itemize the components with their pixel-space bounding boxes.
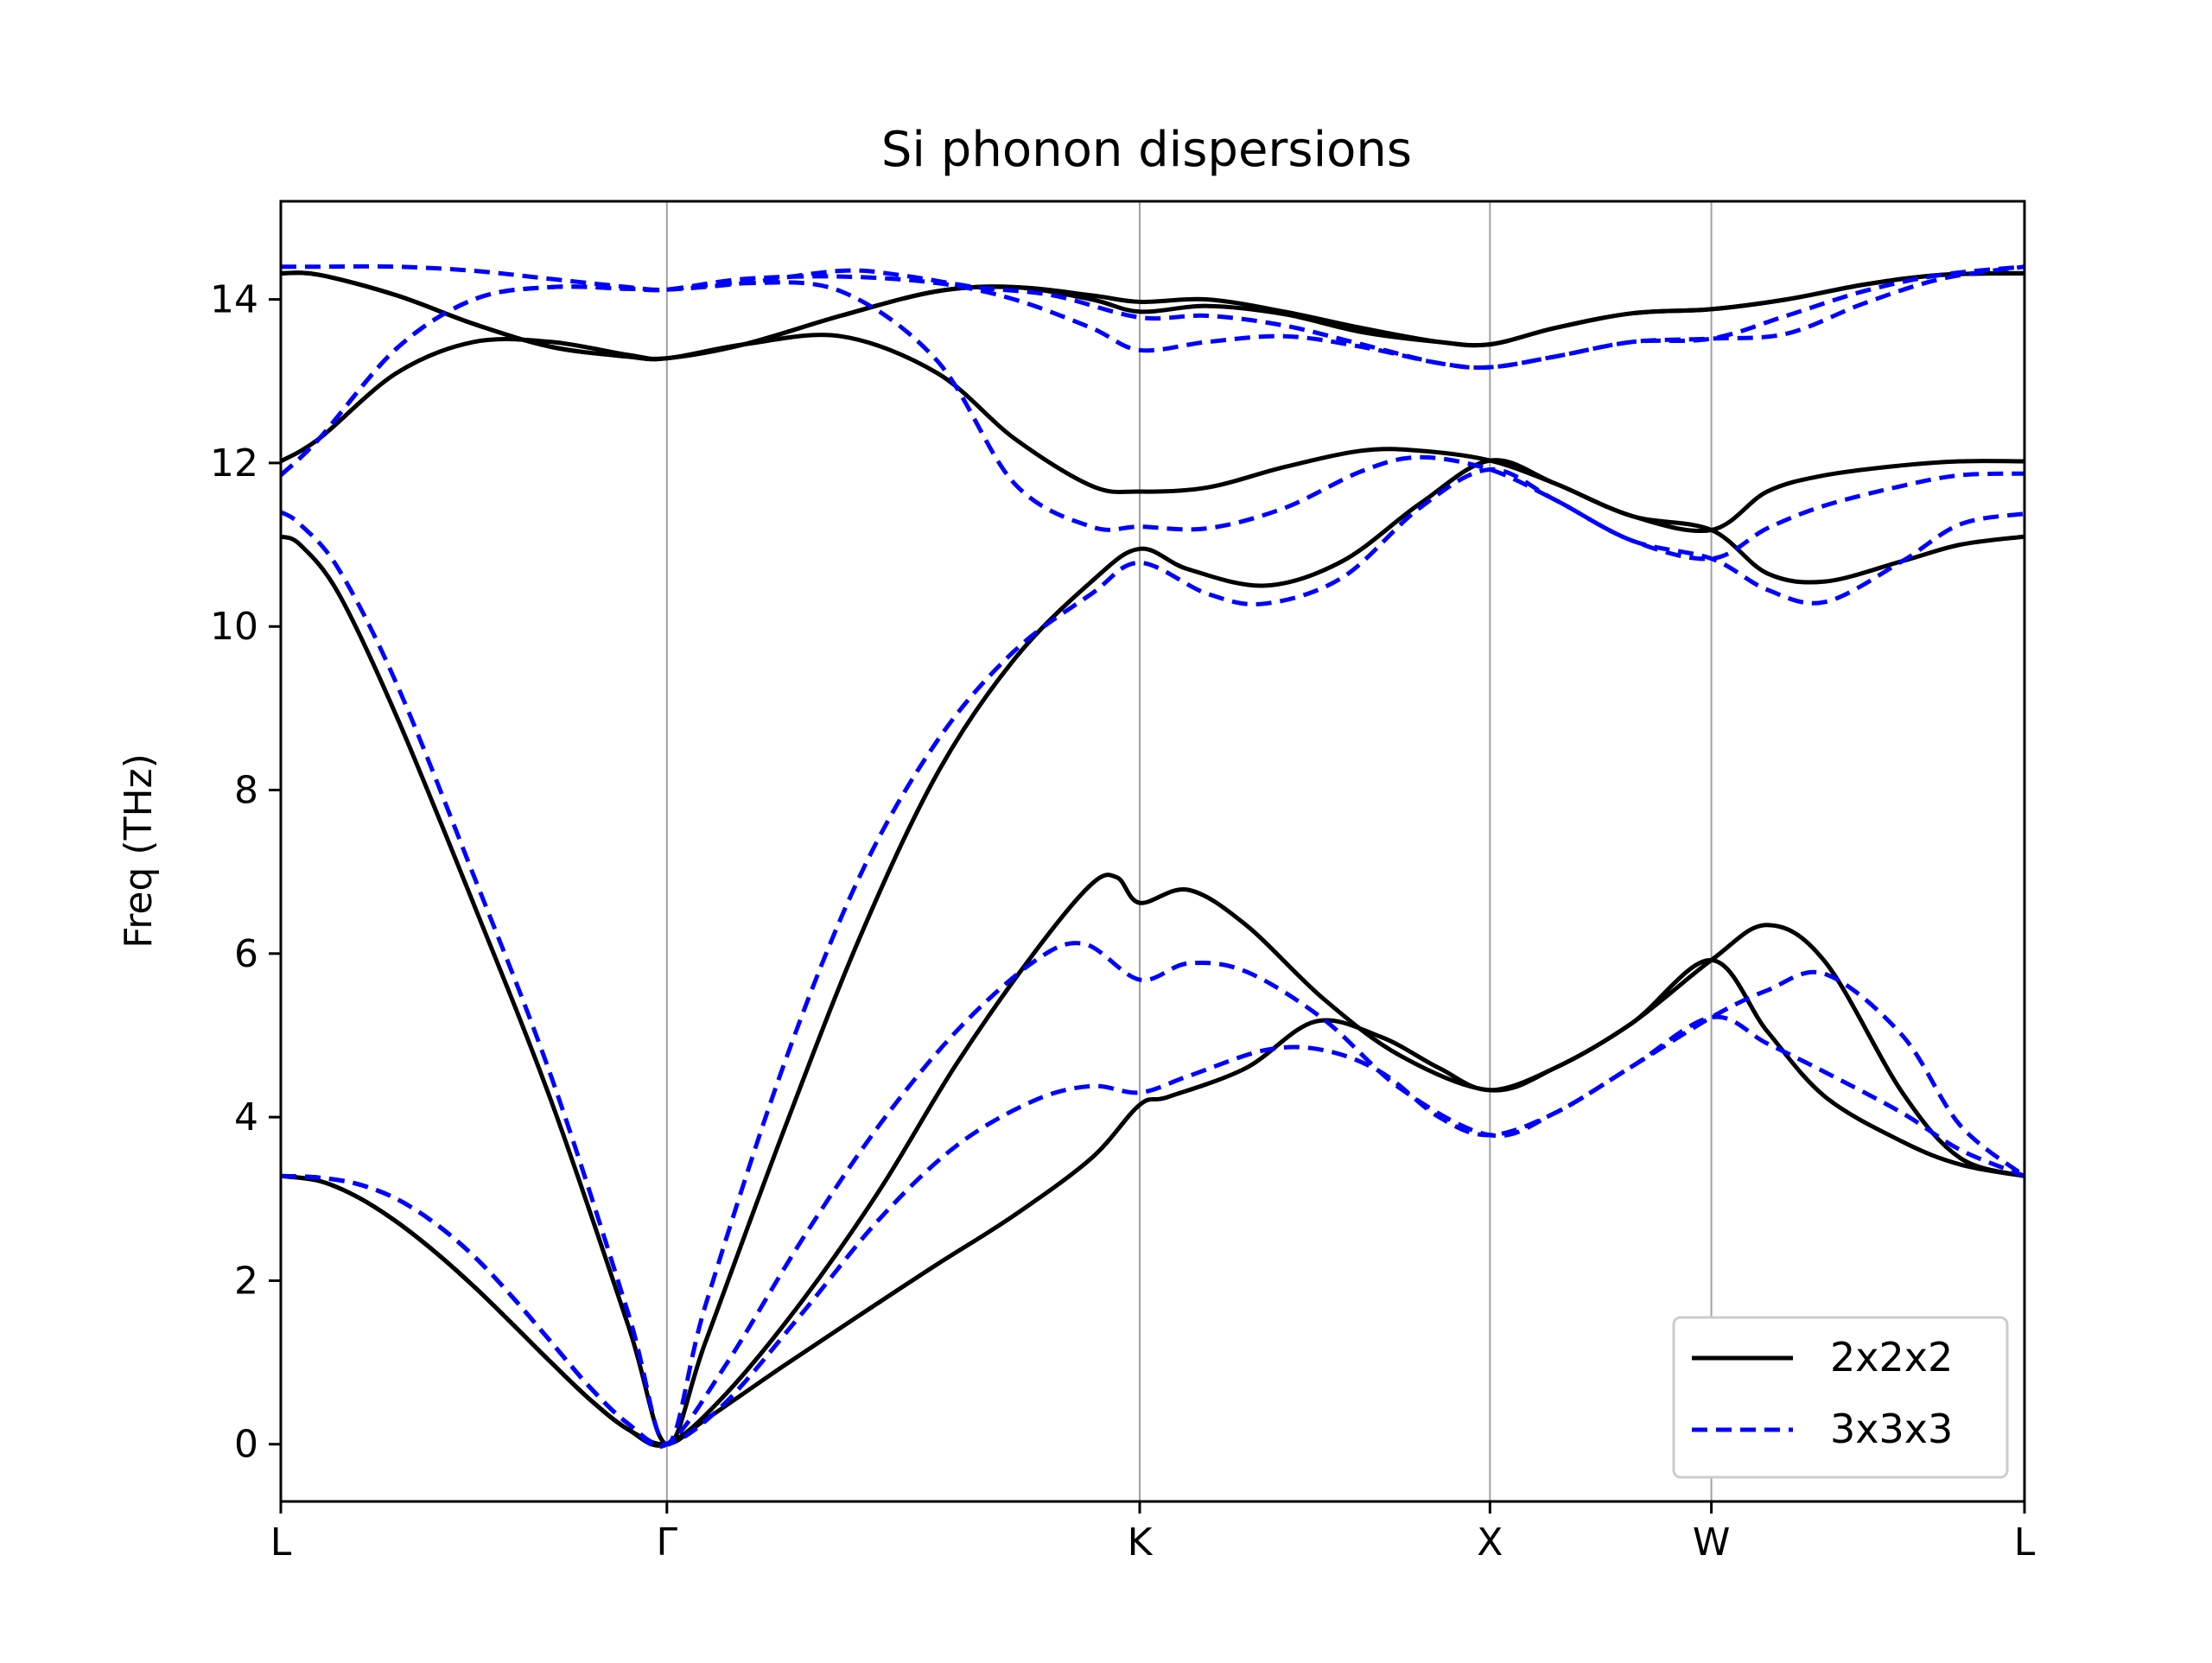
legend-label-2x2x2: 2x2x2 — [1830, 1334, 1953, 1381]
series-2x2x2-band-6 — [280, 270, 2025, 362]
series-3x3x3 — [279, 263, 2026, 1449]
x-tick-label-5: L — [2014, 1520, 2036, 1565]
series-2x2x2-band-3 — [280, 458, 2025, 1447]
series-2x2x2 — [279, 270, 2025, 1448]
y-axis-label: Freq (THz) — [117, 753, 161, 949]
grid-lines — [665, 201, 1713, 1501]
chart-title: Si phonon dispersions — [881, 122, 1412, 178]
y-tick-label-6: 12 — [210, 441, 258, 486]
x-tick-label-2: K — [1128, 1520, 1154, 1565]
series-2x2x2-band-4 — [279, 333, 2025, 533]
series-3x3x3-band-2 — [280, 941, 2026, 1449]
y-axis: 0 2 4 6 8 10 12 14 — [210, 278, 281, 1467]
series-3x3x3-band-3 — [279, 467, 2025, 1447]
legend: 2x2x2 3x3x3 — [1672, 1316, 2009, 1479]
x-tick-label-3: X — [1477, 1520, 1503, 1565]
y-tick-label-7: 14 — [210, 278, 258, 322]
y-tick-label-4: 8 — [234, 769, 258, 813]
series-layer — [279, 263, 2026, 1449]
series-2x2x2-band-2 — [280, 873, 2025, 1448]
y-tick-label-2: 4 — [234, 1095, 258, 1139]
y-tick-label-1: 2 — [234, 1259, 258, 1303]
x-tick-label-1: Γ — [657, 1520, 678, 1565]
y-tick-label-0: 0 — [234, 1423, 258, 1467]
y-tick-label-5: 10 — [210, 605, 258, 649]
x-tick-label-0: L — [270, 1520, 292, 1565]
plot-frame — [279, 200, 2026, 1503]
series-3x3x3-band-6 — [281, 263, 2025, 371]
y-tick-label-3: 6 — [234, 932, 258, 976]
legend-label-3x3x3: 3x3x3 — [1830, 1406, 1953, 1452]
x-tick-label-4: W — [1693, 1520, 1731, 1565]
